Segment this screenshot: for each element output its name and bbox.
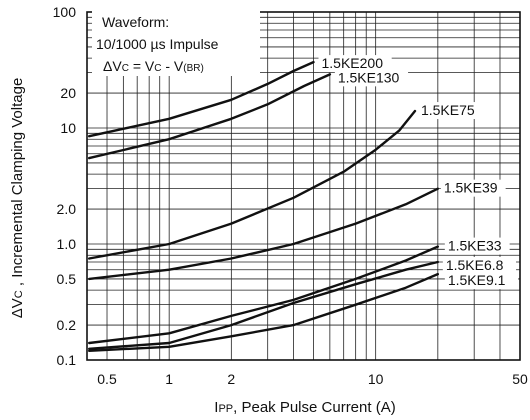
- y-tick-label: 10: [60, 120, 76, 136]
- annotation-line-2: 10/1000 µs Impulse: [96, 36, 219, 52]
- annotation-part-sub-c1: C: [122, 63, 129, 74]
- annotation-part-sub-br: (BR): [183, 63, 204, 74]
- y-axis-title-dv: ΔV: [9, 298, 26, 318]
- series-line-1-5ke9-1: [88, 272, 439, 352]
- y-tick-label: 2.0: [57, 201, 77, 217]
- y-tick-label: 0.1: [57, 352, 77, 368]
- series-line-1-5ke6-8: [88, 260, 439, 350]
- annotation-line-3: ΔVC = VC - V(BR): [103, 58, 204, 74]
- x-tick-label: 2: [227, 371, 235, 387]
- x-tick-label: 0.5: [97, 371, 117, 387]
- plot-frame: [86, 11, 521, 361]
- y-tick-label: 1.0: [57, 236, 77, 252]
- x-tick-label: 1: [165, 371, 173, 387]
- series-label: 1.5KE9.1: [448, 272, 506, 288]
- y-axis-title-c: C: [13, 290, 25, 298]
- x-axis-title: IPP, Peak Pulse Current (A): [214, 399, 395, 416]
- annotation-part-delta: ΔV: [103, 58, 122, 74]
- y-axis-title: ΔVC , Incremental Clamping Voltage: [9, 78, 26, 319]
- series-label-bg: [442, 256, 517, 274]
- series-line-1-5ke33: [88, 245, 439, 345]
- y-tick-label: 0.5: [57, 271, 77, 287]
- series-line-1-5ke75: [88, 109, 417, 260]
- annotation-part-eq: = V: [129, 58, 155, 74]
- x-axis-title-rest: , Peak Pulse Current (A): [233, 399, 396, 416]
- annotation-part-sub-c2: C: [154, 63, 161, 74]
- series-line-1-5ke200: [88, 60, 315, 138]
- series-lines: [88, 60, 439, 352]
- series-line-1-5ke39: [88, 187, 439, 281]
- series-label-bg: [440, 179, 506, 197]
- annotation-line-1: Waveform:: [102, 14, 169, 30]
- y-tick-label: 20: [60, 85, 76, 101]
- series-label-bg: [417, 102, 483, 120]
- series-label: 1.5KE200: [322, 55, 384, 71]
- x-tick-label: 50: [512, 371, 528, 387]
- series-label: 1.5KE75: [421, 102, 475, 118]
- annotation-part-minus: - V: [161, 58, 183, 74]
- series-line-1-5ke130: [88, 73, 332, 160]
- series-label-bg: [444, 237, 510, 255]
- y-tick-label: 0.2: [57, 317, 77, 333]
- waveform-annotation: Waveform: 10/1000 µs Impulse ΔVC = VC - …: [92, 10, 260, 76]
- series-label: 1.5KE33: [448, 238, 502, 254]
- series-label-bg: [318, 55, 392, 73]
- x-tick-label: 10: [368, 371, 384, 387]
- series-label-bg: [444, 272, 519, 290]
- tick-labels: 0.5 1 2 10 50 0.1 0.2 0.5 1.0 2.0 10 20 100: [53, 4, 528, 387]
- x-axis-title-i: I: [214, 399, 218, 416]
- series-label: 1.5KE39: [444, 180, 498, 196]
- series-label: 1.5KE6.8: [446, 257, 504, 273]
- y-tick-label: 100: [53, 4, 77, 20]
- x-axis-title-pp: PP: [218, 403, 233, 415]
- series-label: 1.5KE130: [338, 69, 400, 85]
- series-label-bg: [334, 69, 409, 87]
- y-axis-title-rest: , Incremental Clamping Voltage: [9, 78, 26, 291]
